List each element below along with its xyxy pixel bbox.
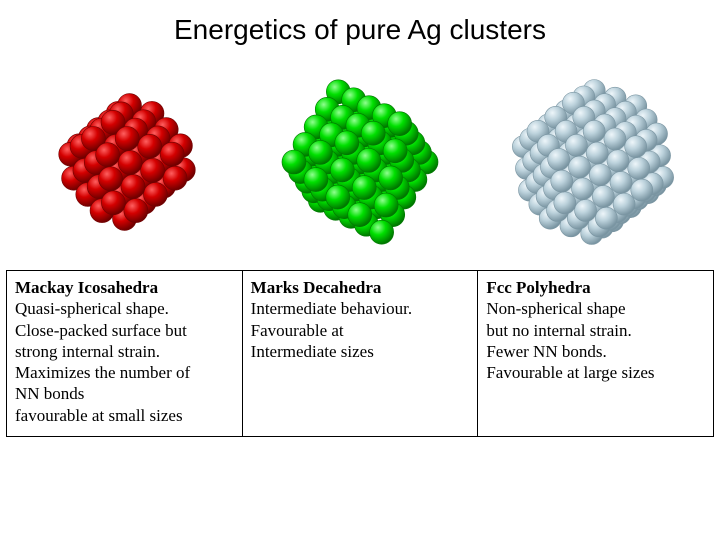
cluster-figure-decahedra [250,62,470,262]
decahedra-icon [260,62,460,262]
cluster-name: Marks Decahedra [251,278,382,297]
desc-line: Intermediate sizes [251,341,470,362]
desc-line: strong internal strain. [15,341,234,362]
cluster-figure-icosahedra [17,62,237,262]
desc-line: Intermediate behaviour. [251,298,470,319]
cluster-name: Mackay Icosahedra [15,278,158,297]
desc-cell-icosahedra: Mackay Icosahedra Quasi-spherical shape.… [7,271,243,437]
desc-line: Close-packed surface but [15,320,234,341]
cluster-figure-fcc [483,62,703,262]
desc-line: Favourable at [251,320,470,341]
description-table-wrap: Mackay Icosahedra Quasi-spherical shape.… [0,270,720,437]
desc-cell-decahedra: Marks Decahedra Intermediate behaviour. … [242,271,478,437]
desc-line: Quasi-spherical shape. [15,298,234,319]
desc-cell-fcc: Fcc Polyhedra Non-spherical shape but no… [478,271,714,437]
fcc-icon [493,62,693,262]
icosahedra-icon [27,62,227,262]
desc-line: favourable at small sizes [15,405,234,426]
desc-line: Non-spherical shape [486,298,705,319]
desc-line: Maximizes the number of [15,362,234,383]
page-title: Energetics of pure Ag clusters [0,0,720,52]
figure-row [0,52,720,270]
desc-line: Fewer NN bonds. [486,341,705,362]
desc-line: Favourable at large sizes [486,362,705,383]
cluster-name: Fcc Polyhedra [486,278,590,297]
desc-line: but no internal strain. [486,320,705,341]
description-table: Mackay Icosahedra Quasi-spherical shape.… [6,270,714,437]
desc-line: NN bonds [15,383,234,404]
